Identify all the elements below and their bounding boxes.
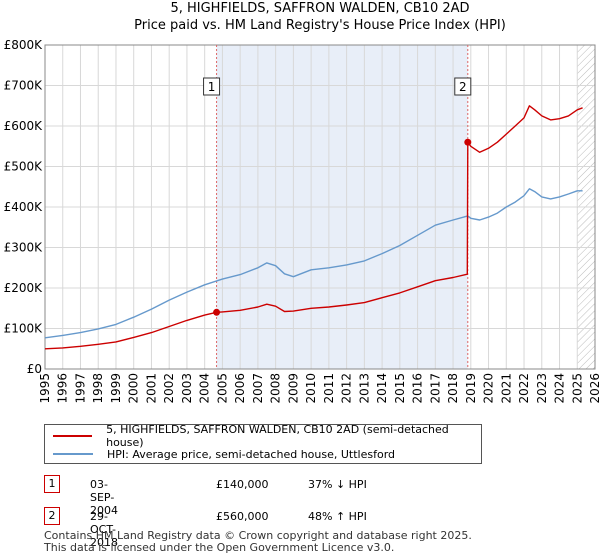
y-tick-label: £200K [4, 281, 44, 295]
legend: 5, HIGHFIELDS, SAFFRON WALDEN, CB10 2AD … [44, 423, 482, 464]
legend-item-property: 5, HIGHFIELDS, SAFFRON WALDEN, CB10 2AD … [45, 423, 481, 449]
x-tick-label: 2025 [570, 373, 584, 404]
x-tick-label: 2017 [428, 373, 442, 404]
legend-label-property: 5, HIGHFIELDS, SAFFRON WALDEN, CB10 2AD … [106, 423, 449, 449]
hpi-line [44, 188, 583, 339]
legend-label-hpi: HPI: Average price, semi-detached house,… [107, 447, 396, 461]
y-tick-label: £300K [4, 241, 44, 255]
sale-label: 2 [459, 80, 467, 94]
x-tick-label: 2018 [446, 373, 460, 404]
transaction-hpi: 48% ↑ HPI [308, 510, 367, 523]
transaction-hpi: 37% ↓ HPI [308, 478, 367, 491]
sale-label-box [454, 77, 472, 96]
y-tick-label: £700K [4, 79, 44, 93]
x-tick-label: 2008 [269, 373, 283, 404]
x-tick-label: 2021 [499, 373, 513, 404]
x-tick-label: 2001 [144, 373, 158, 404]
x-tick-label: 2022 [517, 373, 531, 404]
transaction-price: £140,000 [216, 478, 269, 491]
x-tick-label: 1999 [109, 373, 123, 404]
x-tick-label: 1995 [38, 373, 52, 404]
transaction-marker: 2 [44, 507, 60, 525]
x-tick-label: 2020 [482, 373, 496, 404]
footer-licence: This data is licensed under the Open Gov… [44, 541, 395, 554]
x-tick-label: 2015 [393, 373, 407, 404]
x-tick-label: 2019 [464, 373, 478, 404]
x-tick-label: 2013 [357, 373, 371, 404]
x-tick-label: 1996 [56, 373, 70, 404]
y-tick-label: £100K [4, 322, 44, 336]
plot-frame [44, 44, 596, 370]
x-tick-label: 2002 [162, 373, 176, 404]
x-tick-label: 2006 [233, 373, 247, 404]
sale-label: 1 [208, 80, 216, 94]
x-tick-label: 2026 [588, 373, 600, 404]
x-tick-label: 2012 [340, 373, 354, 404]
x-tick-label: 2007 [251, 373, 265, 404]
y-tick-label: £500K [4, 160, 44, 174]
chart-title: 5, HIGHFIELDS, SAFFRON WALDEN, CB10 2AD [170, 1, 469, 16]
x-tick-label: 2024 [553, 373, 567, 404]
x-tick-label: 2014 [375, 373, 389, 404]
x-tick-label: 2003 [180, 373, 194, 404]
sale-point [213, 308, 221, 316]
x-tick-label: 2010 [304, 373, 318, 404]
x-tick-label: 2016 [411, 373, 425, 404]
transaction-marker: 1 [44, 475, 60, 493]
y-tick-label: £0 [27, 362, 42, 376]
legend-swatch-hpi [53, 453, 93, 455]
transaction-date: 29-OCT-2018 [90, 510, 118, 549]
sale-label-box [203, 77, 221, 96]
y-tick-label: £600K [4, 119, 44, 133]
x-tick-label: 2004 [198, 373, 212, 404]
y-tick-label: £800K [4, 38, 44, 52]
x-tick-label: 2005 [215, 373, 229, 404]
transaction-date: 03-SEP-2004 [90, 478, 118, 517]
footer-copyright: Contains HM Land Registry data © Crown c… [44, 529, 472, 542]
x-tick-label: 2011 [322, 373, 336, 404]
chart-subtitle: Price paid vs. HM Land Registry's House … [134, 18, 506, 33]
x-tick-label: 1997 [73, 373, 87, 404]
price-chart: 5, HIGHFIELDS, SAFFRON WALDEN, CB10 2AD … [4, 1, 600, 404]
property-price-line [44, 105, 583, 350]
x-tick-label: 2000 [127, 373, 141, 404]
legend-item-hpi: HPI: Average price, semi-detached house,… [45, 445, 395, 463]
footer: Contains HM Land Registry data © Crown c… [44, 530, 472, 554]
x-tick-label: 2009 [286, 373, 300, 404]
y-tick-label: £400K [4, 200, 44, 214]
x-tick-label: 2023 [535, 373, 549, 404]
legend-swatch-property [53, 435, 93, 437]
transaction-price: £560,000 [216, 510, 269, 523]
x-tick-label: 1998 [91, 373, 105, 404]
sale-point [464, 138, 472, 146]
